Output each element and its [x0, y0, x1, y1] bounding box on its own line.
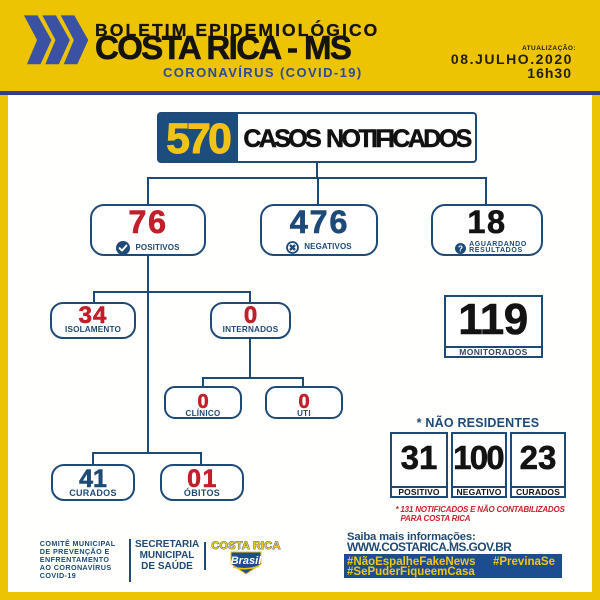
svg-text:Brasil: Brasil: [231, 555, 263, 567]
svg-text:COSTA RICA: COSTA RICA: [211, 540, 280, 552]
svg-text:?: ?: [458, 244, 463, 253]
